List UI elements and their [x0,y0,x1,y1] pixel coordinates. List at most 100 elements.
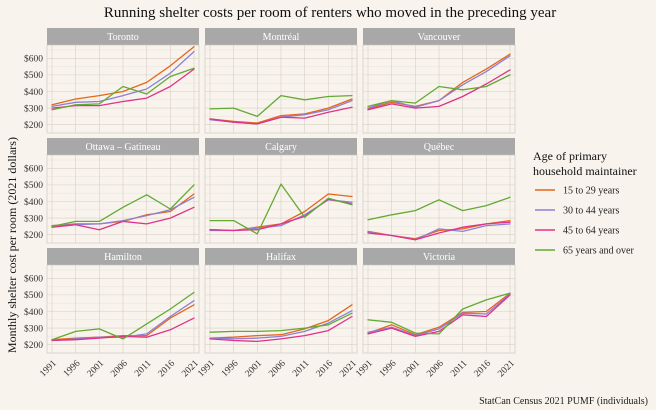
panel-hamilton: Hamilton $200 $300 $400 $500 $600 1991 1996 2001… [24,248,201,379]
legend-item-15-to-29-years: 15 to 29 years [535,186,619,197]
y-tick-label: $600 [24,164,43,175]
panel-ottawa-gatineau: Ottawa – Gatineau $200 $300 $400 $500 $600 [24,138,200,244]
legend-item-65-years-and-over: 65 years and over [535,246,634,257]
legend-label: 15 to 29 years [563,186,619,197]
facet-title: Québec [424,142,455,153]
facet-strip [47,138,199,155]
y-axis-label: Monthly shelter cost per room (2021 doll… [5,137,19,353]
series-line-65-years-and-over [209,94,353,118]
y-tick-label: $400 [24,87,43,98]
facet-title: Vancouver [418,32,461,43]
series-line-15-to-29-years [367,292,511,336]
series-line-65-years-and-over [209,312,353,333]
y-tick-label: $300 [24,103,43,114]
series-line-45-to-64-years [209,315,353,343]
x-tick-label: 1996 [378,359,399,380]
series-line-65-years-and-over [367,74,511,108]
y-tick-label: $200 [24,340,43,351]
panel-victoria: Victoria 1991 1996 2001 2006 2011 2016 2021 [354,248,517,379]
y-tick-label: $400 [24,307,43,318]
x-tick-label: 2006 [425,359,446,380]
x-tick-label: 2011 [449,359,469,379]
x-tick-label: 2001 [86,359,107,380]
x-tick-label: 1996 [220,359,241,380]
series-line-30-to-44-years [209,310,353,340]
panel-quebec: Québec [362,138,516,244]
x-tick-label: 2001 [402,359,423,380]
facet-strip [205,28,357,45]
facet-title: Toronto [107,32,139,43]
y-tick-label: $500 [24,70,43,81]
panel-calgary: Calgary [204,138,358,244]
y-tick-label: $200 [24,120,43,131]
series-line-65-years-and-over [51,291,195,341]
x-tick-label: 2001 [244,359,265,380]
x-tick-label: 2021 [338,359,359,380]
x-tick-label: 2011 [291,359,311,379]
panel-toronto: Toronto $200 $300 $400 $500 $600 [24,28,200,134]
facet-title: Ottawa – Gatineau [86,142,161,153]
x-tick-label: 2021 [180,359,201,380]
x-tick-label: 2016 [315,359,336,380]
facet-title: Hamilton [104,252,142,263]
legend-item-30-to-44-years: 30 to 44 years [535,206,619,217]
y-tick-label: $600 [24,54,43,65]
x-tick-label: 1996 [62,359,83,380]
x-tick-label: 2016 [157,359,178,380]
legend-label: 65 years and over [563,246,634,257]
panel-vancouver: Vancouver [362,28,516,134]
y-tick-label: $300 [24,213,43,224]
series-line-45-to-64-years [367,294,511,338]
series-line-45-to-64-years [367,221,511,241]
x-tick-label: 2006 [109,359,130,380]
y-tick-label: $200 [24,230,43,241]
series-line-45-to-64-years [51,206,195,231]
y-tick-label: $400 [24,197,43,208]
legend-title: Age of primary [533,149,607,163]
facet-strip [47,28,199,45]
series-line-15-to-29-years [51,46,195,106]
chart-title: Running shelter costs per room of renter… [104,5,556,21]
facet-title: Calgary [265,142,297,153]
facet-panels: Toronto $200 $300 $400 $500 $600 Montréal Vanco… [24,28,517,379]
y-tick-label: $500 [24,290,43,301]
facet-strip [363,138,515,155]
y-tick-label: $600 [24,274,43,285]
facet-strip [205,248,357,265]
legend-label: 30 to 44 years [563,206,619,217]
series-line-45-to-64-years [51,317,195,342]
series-line-15-to-29-years [209,98,353,124]
panel-montreal: Montréal [204,28,358,134]
y-tick-label: $300 [24,323,43,334]
legend-label: 45 to 64 years [563,226,619,237]
series-line-15-to-29-years [209,304,353,339]
series-line-65-years-and-over [51,67,195,111]
facet-title: Victoria [423,252,456,263]
x-tick-label: 1991 [38,359,59,380]
y-tick-label: $500 [24,180,43,191]
series-line-45-to-64-years [209,106,353,125]
series-line-30-to-44-years [51,50,195,108]
x-tick-label: 2016 [473,359,494,380]
x-tick-label: 1991 [196,359,217,380]
panel-halifax: Halifax 1991 1996 2001 2006 2011 2016 2021 [196,248,359,379]
legend-item-45-to-64-years: 45 to 64 years [535,226,619,237]
series-line-65-years-and-over [367,292,511,335]
facet-title: Halifax [266,252,296,263]
x-tick-label: 2006 [267,359,288,380]
series-line-65-years-and-over [209,183,353,235]
series-line-30-to-44-years [367,293,511,337]
x-tick-label: 1991 [354,359,375,380]
facet-strip [363,28,515,45]
series-line-15-to-29-years [51,304,195,341]
series-line-65-years-and-over [367,196,511,221]
series-line-45-to-64-years [51,68,195,109]
facet-strip [47,248,199,265]
facet-strip [363,248,515,265]
series-line-45-to-64-years [367,69,511,111]
x-tick-label: 2011 [133,359,153,379]
series-line-30-to-44-years [51,300,195,342]
